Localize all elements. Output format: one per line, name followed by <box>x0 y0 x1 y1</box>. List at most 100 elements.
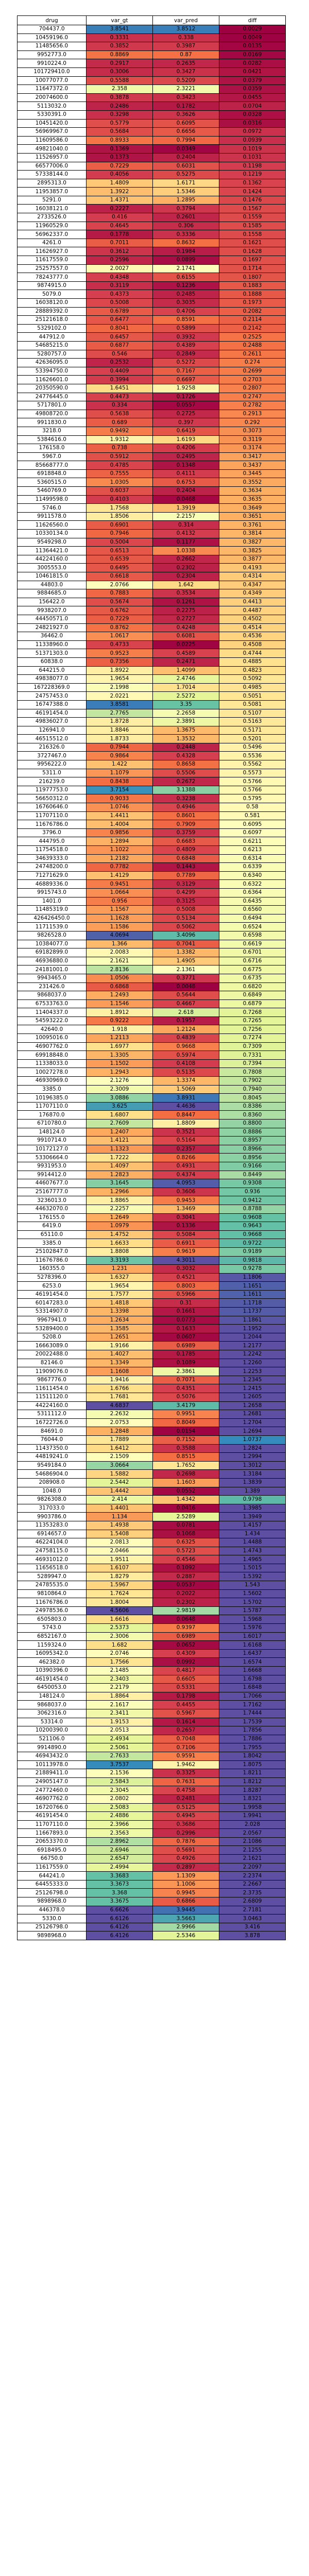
cell-var-pred: 0.2725 <box>152 409 219 419</box>
cell-var-pred: 0.5062 <box>152 922 219 931</box>
table-row: 6852167.0 2.3006 0.6989 1.6017 <box>17 1632 286 1641</box>
table-row: 9867776.0 1.9416 0.7071 1.2345 <box>17 1375 286 1385</box>
table-row: 67533763.0 1.1546 0.4667 0.6879 <box>17 999 286 1009</box>
cell-var-pred: 2.3891 <box>152 717 219 726</box>
cell-diff: 0.0359 <box>219 84 286 94</box>
table-row: 11960529.0 0.4645 0.306 0.1585 <box>17 221 286 231</box>
cell-var-gt: 0.546 <box>86 349 153 359</box>
cell-diff: 1.5392 <box>219 1572 286 1582</box>
table-row: 9914412.0 1.2823 0.4374 0.8449 <box>17 1170 286 1180</box>
cell-var-pred: 0.7994 <box>152 135 219 145</box>
cell-diff: 0.0282 <box>219 59 286 68</box>
cell-var-gt: 1.2113 <box>86 1033 153 1043</box>
cell-drug: 126941.0 <box>17 725 87 735</box>
cell-drug: 49838077.0 <box>17 674 87 684</box>
cell-var-gt: 2.6547 <box>86 1854 153 1863</box>
cell-var-gt: 0.6877 <box>86 341 153 350</box>
cell-diff: 1.6437 <box>219 1649 286 1658</box>
table-row: 57338144.0 0.4056 0.5275 0.1219 <box>17 170 286 179</box>
cell-diff: 0.0379 <box>219 76 286 86</box>
cell-drug: 167228369.0 <box>17 683 87 692</box>
cell-drug: 6918848.0 <box>17 469 87 479</box>
cell-drug: 4261.0 <box>17 238 87 248</box>
cell-drug: 11526957.0 <box>17 152 87 162</box>
cell-diff: 1.8211 <box>219 1769 286 1778</box>
cell-diff: 2.2374 <box>219 1871 286 1880</box>
cell-diff: 0.5171 <box>219 725 286 735</box>
table-row: 16720766.0 2.5083 0.5125 1.9958 <box>17 1803 286 1812</box>
cell-diff: 0.5766 <box>219 777 286 786</box>
cell-drug: 9967941.0 <box>17 1315 87 1325</box>
cell-diff: 3.0463 <box>219 1914 286 1923</box>
cell-diff: 0.2807 <box>219 383 286 393</box>
table-row: 3385.0 2.3009 1.5069 0.7940 <box>17 1084 286 1094</box>
cell-diff: 1.2704 <box>219 1418 286 1428</box>
cell-drug: 53314907.0 <box>17 1307 87 1316</box>
cell-var-pred: 0.5723 <box>152 1546 219 1556</box>
cell-var-pred: 0.2657 <box>152 1726 219 1735</box>
cell-var-gt: 2.1621 <box>86 956 153 966</box>
table-row: 6710780.0 2.7609 1.8809 0.8800 <box>17 1119 286 1128</box>
cell-diff: 0.274 <box>219 358 286 367</box>
cell-drug: 56969967.0 <box>17 127 87 137</box>
cell-drug: 46224104.0 <box>17 1538 87 1547</box>
cell-diff: 1.2824 <box>219 1444 286 1453</box>
cell-drug: 208908.0 <box>17 1478 87 1487</box>
cell-diff: 0.1807 <box>219 273 286 282</box>
table-row: 78243777.0 0.4348 0.6155 0.1807 <box>17 273 286 282</box>
cell-var-gt: 2.0766 <box>86 580 153 590</box>
cell-drug: 49821040.0 <box>17 144 87 154</box>
cell-diff: 0.6716 <box>219 956 286 966</box>
cell-var-pred: 3.8931 <box>152 1093 219 1103</box>
cell-var-gt: 1.6107 <box>86 1563 153 1573</box>
cell-var-pred: 1.5346 <box>152 187 219 196</box>
cell-drug: 54686904.0 <box>17 1469 87 1479</box>
table-row: 66750.0 2.6547 0.4926 2.1621 <box>17 1854 286 1863</box>
table-row: 11707110.0 1.4411 0.8601 0.581 <box>17 811 286 821</box>
cell-drug: 84691.0 <box>17 1427 87 1436</box>
cell-var-pred: 0.4667 <box>152 999 219 1009</box>
table-row: 9898968.0 3.3675 0.6866 2.6809 <box>17 1897 286 1906</box>
cell-var-gt: 0.5779 <box>86 118 153 128</box>
cell-var-pred: 0.3987 <box>152 42 219 51</box>
cell-var-pred: 0.0557 <box>152 401 219 410</box>
cell-drug: 16722726.0 <box>17 1418 87 1428</box>
cell-diff: 1.3839 <box>219 1478 286 1487</box>
cell-var-gt: 2.0466 <box>86 1546 153 1556</box>
cell-var-gt: 0.1778 <box>86 230 153 239</box>
cell-var-pred: 0.4521 <box>152 1273 219 1282</box>
cell-var-pred: 1.8809 <box>152 1119 219 1128</box>
table-row: 9911578.0 1.8506 2.2157 0.3651 <box>17 512 286 521</box>
table-row: 54685215.0 0.6877 0.4389 0.2488 <box>17 341 286 350</box>
table-row: 53394750.0 0.4409 0.7167 0.2699 <box>17 366 286 376</box>
cell-var-pred: 0.9619 <box>152 1247 219 1257</box>
cell-drug: 6918495.0 <box>17 1845 87 1855</box>
cell-drug: 71271629.0 <box>17 871 87 880</box>
cell-var-gt: 1.1567 <box>86 905 153 914</box>
table-row: 11485319.0 1.1567 0.5008 0.6560 <box>17 905 286 914</box>
cell-drug: 231426.0 <box>17 982 87 992</box>
cell-diff: 0.1424 <box>219 187 286 196</box>
cell-diff: 2.6809 <box>219 1897 286 1906</box>
table-row: 69182899.0 2.0083 1.3382 0.6701 <box>17 948 286 957</box>
cell-var-pred: 0.4706 <box>152 307 219 316</box>
cell-var-pred: 0.4817 <box>152 1666 219 1675</box>
cell-var-gt: 2.4886 <box>86 1811 153 1821</box>
cell-diff: 0.2699 <box>219 366 286 376</box>
cell-diff: 1.6668 <box>219 1666 286 1675</box>
cell-diff: 0.2114 <box>219 315 286 325</box>
cell-drug: 446378.0 <box>17 1905 87 1915</box>
cell-diff: 0.4487 <box>219 606 286 615</box>
cell-diff: 0.6314 <box>219 854 286 863</box>
cell-var-pred: 1.9462 <box>152 1760 219 1770</box>
table-row: 704437.0 3.8541 3.8512 0.0029 <box>17 25 286 34</box>
table-row: 64455333.0 3.3673 1.1006 2.2667 <box>17 1879 286 1889</box>
cell-diff: 1.1806 <box>219 1273 286 1282</box>
cell-var-pred: 0.2672 <box>152 777 219 786</box>
cell-diff: 0.6340 <box>219 871 286 880</box>
cell-var-gt: 6.6126 <box>86 1914 153 1923</box>
cell-drug: 24905147.0 <box>17 1777 87 1787</box>
cell-diff: 1.2694 <box>219 1427 286 1436</box>
table-row: 644215.0 1.8922 1.4099 0.4823 <box>17 666 286 675</box>
cell-diff: 0.4985 <box>219 683 286 692</box>
